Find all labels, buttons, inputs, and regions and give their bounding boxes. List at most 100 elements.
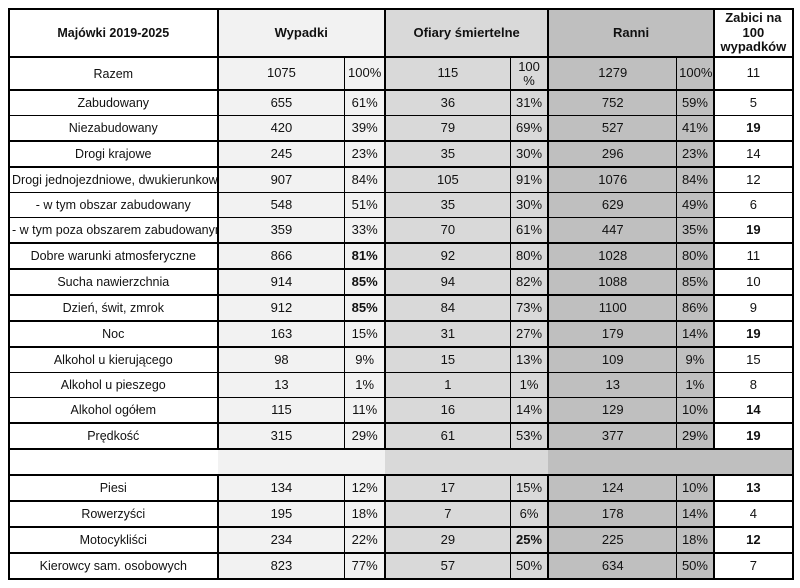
zabici-value: 12: [712, 526, 794, 554]
ranni-percent: 86%: [676, 294, 715, 322]
ranni-percent: 49%: [676, 192, 715, 218]
ofiary-value: 7: [383, 500, 511, 528]
header-ranni: Ranni: [547, 8, 715, 58]
table-header: Majówki 2019-2025 Wypadki Ofiary śmierte…: [8, 8, 794, 58]
ranni-percent: 9%: [676, 346, 715, 373]
spacer-cell: [9, 448, 218, 476]
row-label: Noc: [8, 320, 219, 348]
ranni-percent: 84%: [676, 166, 715, 193]
ranni-value: 1076: [547, 166, 678, 193]
ranni-value: 752: [547, 89, 678, 116]
table-row: - w tym poza obszarem zabudowanym 359 33% 7…: [8, 217, 794, 244]
ofiary-value: 36: [383, 89, 511, 116]
ofiary-percent: 80%: [509, 242, 549, 270]
zabici-value: 7: [712, 552, 794, 580]
ranni-value: 527: [547, 115, 678, 142]
ofiary-value: 61: [383, 422, 511, 450]
ofiary-value: 17: [383, 474, 511, 502]
row-label: Dobre warunki atmosferyczne: [8, 242, 219, 270]
table-row: Alkohol ogółem 115 11% 16 14% 129 10% 14: [8, 397, 794, 424]
wypadki-value: 823: [216, 552, 346, 580]
ranni-percent: 1%: [676, 372, 715, 398]
wypadki-percent: 100%: [344, 56, 386, 91]
zabici-value: 14: [712, 397, 794, 424]
zabici-value: 5: [712, 89, 794, 116]
wypadki-value: 914: [216, 268, 346, 296]
wypadki-value: 98: [216, 346, 346, 373]
ofiary-value: 16: [383, 397, 511, 424]
ranni-value: 1100: [547, 294, 678, 322]
wypadki-value: 195: [216, 500, 346, 528]
ofiary-value: 115: [383, 56, 511, 91]
ranni-value: 447: [547, 217, 678, 244]
table-row: Alkohol u pieszego 13 1% 1 1% 13 1% 8: [8, 372, 794, 398]
ofiary-percent: 25%: [509, 526, 549, 554]
table-row: Dzień, świt, zmrok 912 85% 84 73% 1100 86% 9: [8, 294, 794, 322]
zabici-value: 19: [712, 217, 794, 244]
ranni-value: 296: [547, 140, 678, 168]
ofiary-value: 31: [383, 320, 511, 348]
table-row: Razem 1075 100% 115 100 % 1279 100% 11: [8, 56, 794, 91]
wypadki-percent: 18%: [344, 500, 386, 528]
table-body: Razem 1075 100% 115 100 % 1279 100% 11 Zabudowan…: [8, 56, 794, 580]
wypadki-percent: 12%: [344, 474, 386, 502]
ofiary-percent: 6%: [509, 500, 549, 528]
ranni-value: 129: [547, 397, 678, 424]
ranni-percent: 59%: [676, 89, 715, 116]
wypadki-percent: 77%: [344, 552, 386, 580]
ranni-percent: 10%: [676, 397, 715, 424]
ofiary-value: 84: [383, 294, 511, 322]
row-label: - w tym obszar zabudowany: [8, 192, 219, 218]
header-ofiary-smiertelne: Ofiary śmiertelne: [383, 8, 549, 58]
wypadki-percent: 39%: [344, 115, 386, 142]
ofiary-value: 57: [383, 552, 511, 580]
row-label: Zabudowany: [8, 89, 219, 116]
ofiary-percent: 61%: [509, 217, 549, 244]
row-label: Prędkość: [8, 422, 219, 450]
wypadki-percent: 84%: [344, 166, 386, 193]
ranni-value: 178: [547, 500, 678, 528]
row-label: Niezabudowany: [8, 115, 219, 142]
table-row: Piesi 134 12% 17 15% 124 10% 13: [8, 474, 794, 502]
ranni-value: 377: [547, 422, 678, 450]
ofiary-value: 105: [383, 166, 511, 193]
row-label: Alkohol u kierującego: [8, 346, 219, 373]
wypadki-value: 866: [216, 242, 346, 270]
ofiary-value: 94: [383, 268, 511, 296]
wypadki-value: 163: [216, 320, 346, 348]
wypadki-value: 907: [216, 166, 346, 193]
ofiary-percent: 69%: [509, 115, 549, 142]
ofiary-percent: 14%: [509, 397, 549, 424]
wypadki-value: 13: [216, 372, 346, 398]
row-label: Drogi jednojezdniowe, dwukierunkowe: [8, 166, 219, 193]
row-label: - w tym poza obszarem zabudowanym: [8, 217, 219, 244]
ofiary-value: 35: [383, 140, 511, 168]
zabici-value: 6: [712, 192, 794, 218]
row-label: Alkohol u pieszego: [8, 372, 219, 398]
zabici-value: 13: [712, 474, 794, 502]
ofiary-percent: 73%: [509, 294, 549, 322]
ranni-percent: 14%: [676, 320, 715, 348]
wypadki-value: 1075: [216, 56, 346, 91]
ofiary-percent: 50%: [509, 552, 549, 580]
row-label: Sucha nawierzchnia: [8, 268, 219, 296]
zabici-value: 15: [712, 346, 794, 373]
row-label: Kierowcy sam. osobowych: [8, 552, 219, 580]
ranni-value: 629: [547, 192, 678, 218]
row-label: Dzień, świt, zmrok: [8, 294, 219, 322]
table-row: Niezabudowany 420 39% 79 69% 527 41% 19: [8, 115, 794, 142]
row-label: Razem: [8, 56, 219, 91]
majowki-statistics-table: Majówki 2019-2025 Wypadki Ofiary śmierte…: [8, 8, 794, 580]
table-row: Drogi krajowe 245 23% 35 30% 296 23% 14: [8, 140, 794, 168]
ofiary-percent: 53%: [509, 422, 549, 450]
spacer-cell: [384, 448, 549, 476]
ofiary-percent: 1%: [509, 372, 549, 398]
row-label: Drogi krajowe: [8, 140, 219, 168]
row-label: Alkohol ogółem: [8, 397, 219, 424]
wypadki-percent: 85%: [344, 294, 386, 322]
ofiary-value: 79: [383, 115, 511, 142]
ranni-percent: 18%: [676, 526, 715, 554]
ranni-value: 634: [547, 552, 678, 580]
ofiary-value: 15: [383, 346, 511, 373]
ranni-percent: 100%: [676, 56, 715, 91]
